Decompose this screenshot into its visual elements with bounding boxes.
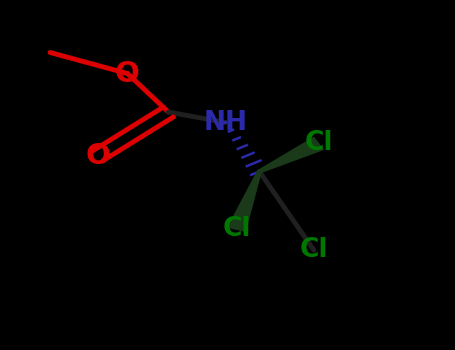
Text: O: O: [115, 60, 140, 88]
Text: NH: NH: [203, 110, 247, 135]
Text: Cl: Cl: [304, 131, 333, 156]
Text: Cl: Cl: [222, 216, 251, 242]
Polygon shape: [258, 138, 323, 173]
Text: Cl: Cl: [300, 237, 328, 263]
Polygon shape: [228, 171, 261, 231]
Text: O: O: [86, 142, 110, 170]
